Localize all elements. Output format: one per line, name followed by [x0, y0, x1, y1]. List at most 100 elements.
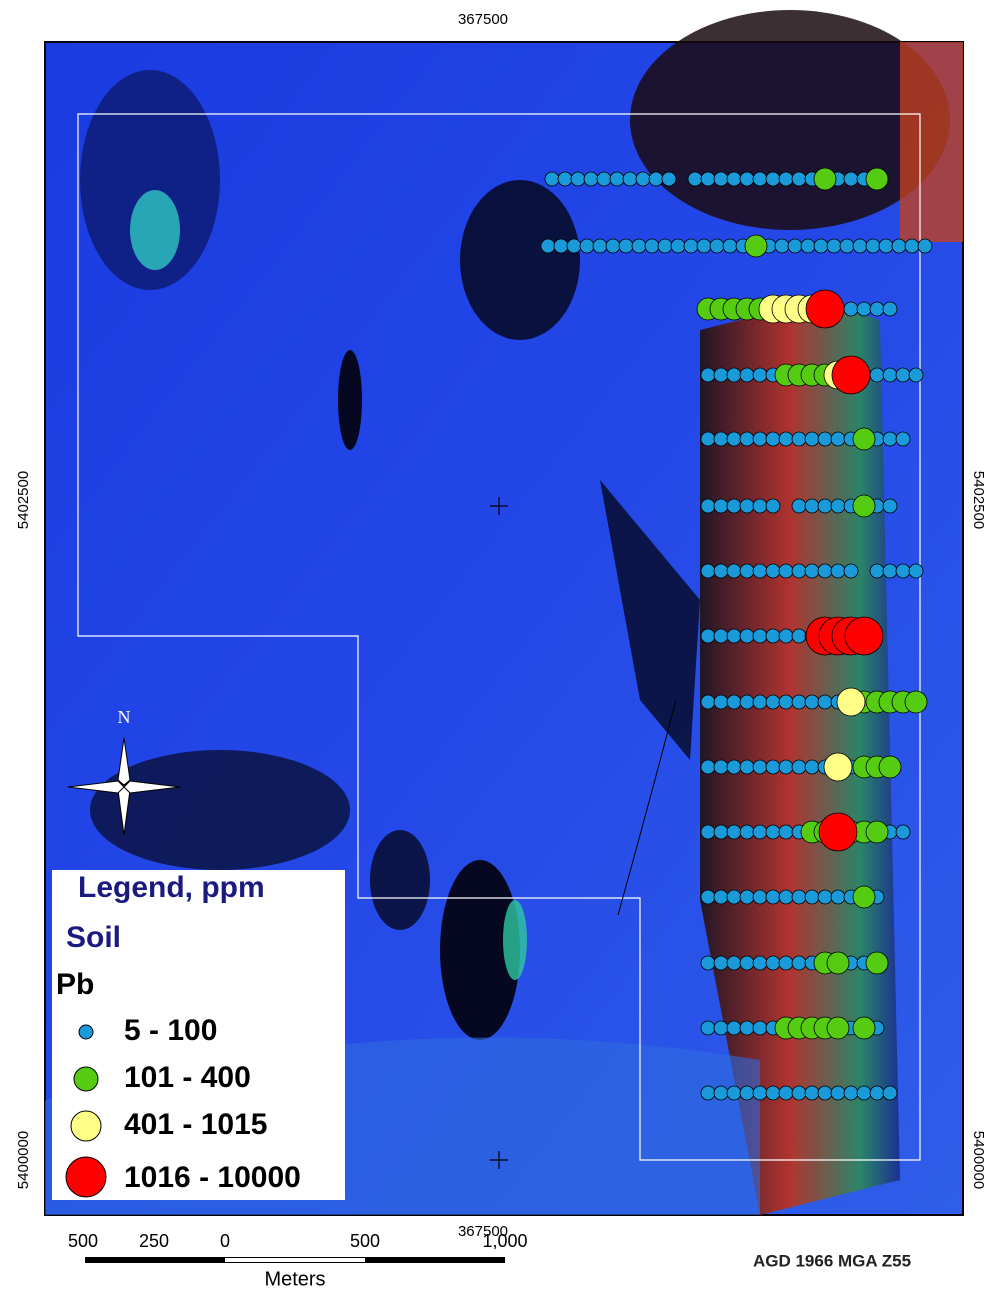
sample-point	[765, 694, 781, 710]
sample-point	[713, 1020, 729, 1036]
sample-point	[791, 955, 807, 971]
legend-subtitle: Soil	[66, 921, 121, 954]
sample-point	[852, 1016, 876, 1040]
sample-point	[791, 498, 807, 514]
sample-point	[817, 1085, 833, 1101]
sample-point	[700, 1020, 716, 1036]
sample-point	[878, 238, 894, 254]
sample-point	[836, 687, 866, 717]
sample-point	[713, 759, 729, 775]
sample-point	[804, 498, 820, 514]
sample-point	[765, 498, 781, 514]
scale-label: 500	[350, 1231, 380, 1251]
sample-point	[869, 367, 885, 383]
sample-point	[865, 951, 889, 975]
sample-point	[895, 431, 911, 447]
sample-point	[778, 955, 794, 971]
sample-point	[739, 498, 755, 514]
sample-point	[765, 171, 781, 187]
sample-point	[856, 301, 872, 317]
sample-point	[869, 563, 885, 579]
sample-point	[752, 824, 768, 840]
sample-point	[713, 171, 729, 187]
sample-point	[661, 171, 677, 187]
sample-point	[852, 494, 876, 518]
sample-point	[648, 171, 664, 187]
sample-point	[843, 171, 859, 187]
sample-point	[804, 1085, 820, 1101]
sample-point	[791, 563, 807, 579]
sample-point	[831, 355, 871, 395]
sample-point	[540, 238, 556, 254]
sample-point	[700, 1085, 716, 1101]
sample-point	[865, 167, 889, 191]
sample-point	[778, 431, 794, 447]
sample-point	[739, 628, 755, 644]
sample-point	[765, 563, 781, 579]
sample-point	[791, 628, 807, 644]
sample-point	[726, 171, 742, 187]
sample-point	[635, 171, 651, 187]
legend-class: 101 - 400	[124, 1061, 251, 1094]
sample-point	[869, 301, 885, 317]
sample-point	[826, 238, 842, 254]
legend-title: Legend, ppm	[78, 871, 265, 904]
sample-point	[579, 238, 595, 254]
sample-point	[752, 694, 768, 710]
sample-point	[592, 238, 608, 254]
sample-point	[817, 694, 833, 710]
sample-point	[670, 238, 686, 254]
sample-point	[804, 431, 820, 447]
scale-label: 1,000	[482, 1231, 527, 1251]
legend: Legend, ppm Soil Pb 5 - 100 101 - 400 40…	[52, 870, 345, 1200]
sample-point	[622, 171, 638, 187]
north-label: N	[118, 707, 131, 727]
sample-point	[726, 824, 742, 840]
sample-point	[882, 498, 898, 514]
sample-point	[726, 498, 742, 514]
sample-point	[700, 563, 716, 579]
projection: AGD 1966 MGA Z55	[753, 1251, 911, 1270]
sample-point	[765, 1085, 781, 1101]
sample-point	[791, 759, 807, 775]
sample-point	[813, 167, 837, 191]
sample-point	[826, 951, 850, 975]
sample-point	[739, 1020, 755, 1036]
sample-point	[869, 1085, 885, 1101]
sample-point	[865, 238, 881, 254]
sample-point	[817, 563, 833, 579]
sample-point	[791, 694, 807, 710]
sample-point	[813, 238, 829, 254]
sample-point	[852, 427, 876, 451]
legend-class: 401 - 1015	[124, 1108, 267, 1141]
sample-point	[713, 628, 729, 644]
sample-point	[787, 238, 803, 254]
sample-point	[778, 628, 794, 644]
sample-point	[726, 431, 742, 447]
scale-bar: 500 250 0 500 1,000 Meters	[68, 1231, 528, 1291]
sample-point	[778, 563, 794, 579]
sample-point	[765, 955, 781, 971]
sample-point	[744, 234, 768, 258]
sample-point	[752, 171, 768, 187]
sample-point	[882, 367, 898, 383]
sample-point	[644, 238, 660, 254]
sample-point	[804, 694, 820, 710]
sample-point	[856, 1085, 872, 1101]
sample-point	[596, 171, 612, 187]
sample-point	[752, 367, 768, 383]
sample-point	[713, 889, 729, 905]
sample-point	[726, 563, 742, 579]
sample-point	[713, 367, 729, 383]
sample-point	[804, 759, 820, 775]
sample-point	[557, 171, 573, 187]
sample-point	[739, 171, 755, 187]
sample-point	[739, 955, 755, 971]
sample-point	[713, 1085, 729, 1101]
scale-label: 500	[68, 1231, 98, 1251]
sample-point	[700, 171, 716, 187]
sample-point	[700, 367, 716, 383]
scale-label: 0	[220, 1231, 230, 1251]
scale-unit: Meters	[264, 1268, 325, 1290]
sample-point	[700, 431, 716, 447]
